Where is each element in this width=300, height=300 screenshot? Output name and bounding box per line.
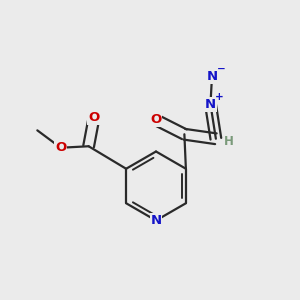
Text: −: − — [217, 64, 225, 74]
Text: N: N — [206, 70, 218, 83]
Text: +: + — [215, 92, 224, 102]
Text: O: O — [150, 113, 161, 126]
Text: N: N — [150, 214, 162, 227]
Text: O: O — [88, 111, 100, 124]
Text: O: O — [55, 141, 66, 154]
Text: N: N — [205, 98, 216, 111]
Text: H: H — [224, 135, 233, 148]
